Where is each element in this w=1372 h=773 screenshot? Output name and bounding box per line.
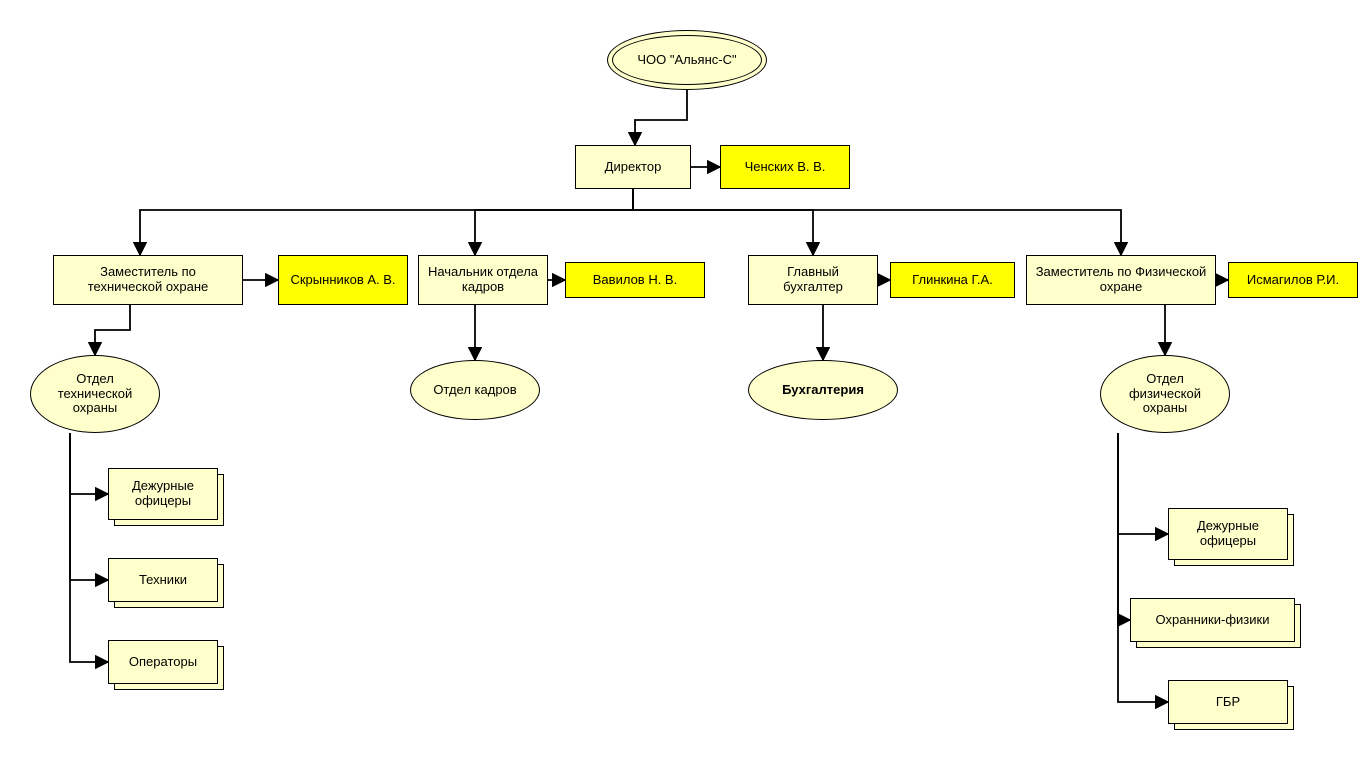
node-label: Техники [139,573,187,588]
org-chart-canvas: ЧОО "Альянс-С" Директор Ченских В. В. Замес… [0,0,1372,773]
node-director: Директор [575,145,691,189]
node-dep_phys_name: Исмагилов Р.И. [1228,262,1358,298]
edge-root-director [635,90,687,145]
edge-unit_phys-phys_gbr [1118,433,1168,702]
node-label: Отдел физической охраны [1111,372,1219,417]
node-label: Глинкина Г.А. [912,273,993,288]
node-label: Ченских В. В. [745,160,826,175]
node-label: Начальник отдела кадров [427,265,539,295]
edge-unit_phys-phys_guards [1118,433,1130,620]
node-dep_phys: Заместитель по Физической охране [1026,255,1216,305]
node-acc_head_name: Глинкина Г.А. [890,262,1015,298]
node-tech_duty: Дежурные офицеры [108,468,218,520]
edge-unit_phys-phys_duty [1118,433,1168,534]
node-root: ЧОО "Альянс-С" [607,30,767,90]
node-unit_hr: Отдел кадров [410,360,540,420]
node-label: Отдел кадров [433,383,516,398]
node-label: Отдел технической охраны [41,372,149,417]
node-phys_gbr: ГБР [1168,680,1288,724]
node-label: Операторы [129,655,197,670]
node-acc_head: Главный бухгалтер [748,255,878,305]
node-label: Заместитель по технической охране [62,265,234,295]
node-tech_ops: Операторы [108,640,218,684]
node-dep_tech: Заместитель по технической охране [53,255,243,305]
node-label: Скрынников А. В. [290,273,395,288]
node-phys_duty: Дежурные офицеры [1168,508,1288,560]
edge-director-dep_tech [140,189,633,255]
node-director_name: Ченских В. В. [720,145,850,189]
edge-director-dep_phys [633,189,1121,255]
node-label: Охранники-физики [1156,613,1270,628]
node-label: Исмагилов Р.И. [1247,273,1339,288]
node-unit_tech: Отдел технической охраны [30,355,160,433]
node-hr_head: Начальник отдела кадров [418,255,548,305]
edge-director-hr_head [475,189,633,255]
edge-unit_tech-tech_ops [70,433,108,662]
edge-unit_tech-tech_duty [70,433,108,494]
node-label: Бухгалтерия [782,383,864,398]
node-label: Дежурные офицеры [1177,519,1279,549]
edge-dep_tech-unit_tech [95,305,130,355]
node-dep_tech_name: Скрынников А. В. [278,255,408,305]
node-label: Дежурные офицеры [117,479,209,509]
node-label: ГБР [1216,695,1240,710]
node-phys_guards: Охранники-физики [1130,598,1295,642]
edge-unit_tech-tech_techs [70,433,108,580]
node-label: Вавилов Н. В. [593,273,677,288]
node-label: ЧОО "Альянс-С" [637,53,736,68]
node-unit_acc: Бухгалтерия [748,360,898,420]
node-label: Заместитель по Физической охране [1035,265,1207,295]
edge-director-acc_head [633,189,813,255]
node-label: Директор [605,160,662,175]
node-unit_phys: Отдел физической охраны [1100,355,1230,433]
node-label: Главный бухгалтер [757,265,869,295]
node-tech_techs: Техники [108,558,218,602]
node-hr_head_name: Вавилов Н. В. [565,262,705,298]
